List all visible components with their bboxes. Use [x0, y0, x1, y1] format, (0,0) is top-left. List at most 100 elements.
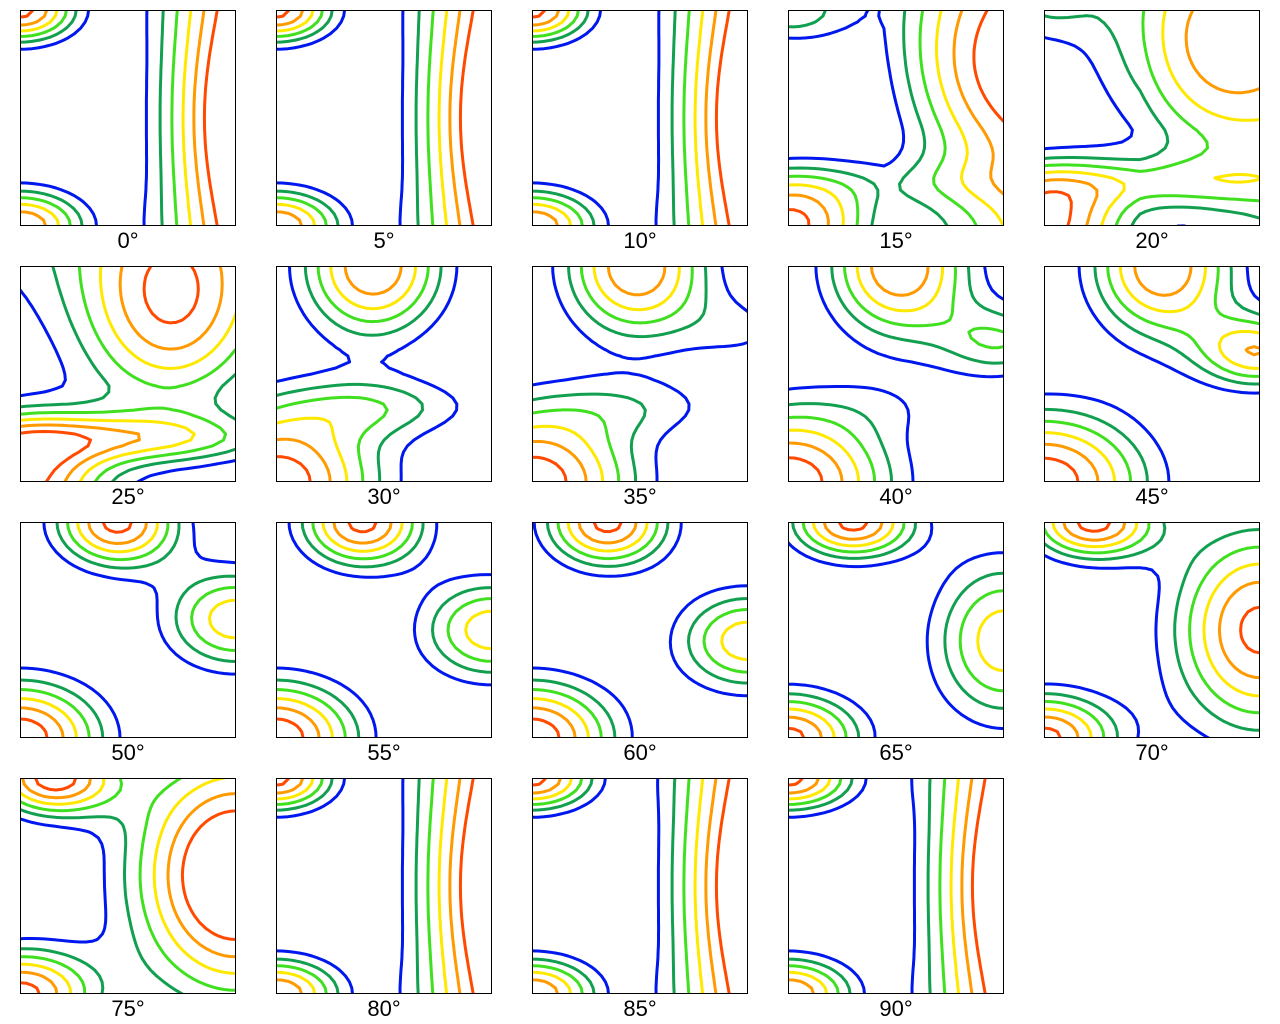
contour-line: [276, 10, 435, 226]
panel-angle-label: 65°: [879, 740, 913, 765]
contour-line: [276, 778, 462, 994]
contour-line: [276, 10, 421, 226]
contour-line: [1044, 266, 1260, 482]
contour-panel: 5°: [276, 10, 492, 253]
contour-panel: 85°: [532, 778, 748, 1021]
contour-line: [532, 522, 748, 738]
contour-line: [20, 522, 236, 738]
contour-panel: 65°: [788, 522, 1004, 765]
contour-line: [532, 778, 661, 994]
contour-line: [788, 456, 824, 482]
contour-line: [788, 522, 1004, 738]
contour-panel: 70°: [1044, 522, 1260, 765]
contour-line: [788, 522, 1004, 738]
panel-angle-label: 40°: [879, 484, 913, 509]
contour-line: [532, 10, 661, 226]
panel-frame: [788, 266, 1004, 482]
panel-angle-label: 30°: [367, 484, 401, 509]
contour-line: [788, 10, 1004, 226]
contour-plot: [788, 522, 1004, 738]
contour-line: [788, 266, 1004, 482]
panel-frame: [276, 266, 492, 482]
contour-line: [276, 266, 459, 482]
panel-frame: [20, 522, 236, 738]
contour-line: [788, 10, 1004, 226]
panel-angle-label: 90°: [879, 996, 913, 1021]
contour-line: [788, 778, 917, 994]
contour-line: [276, 266, 418, 482]
contour-line: [532, 778, 731, 994]
contour-panel: 15°: [788, 10, 1004, 253]
contour-panel: 0°: [20, 10, 236, 253]
contour-line: [1044, 522, 1260, 738]
contour-line: [788, 10, 906, 168]
panel-frame: [276, 522, 492, 738]
contour-line: [276, 522, 492, 738]
contour-line: [276, 778, 449, 994]
contour-line: [532, 266, 667, 482]
panel-frame: [788, 778, 1004, 994]
contour-plot: [1044, 266, 1260, 482]
contour-line: [788, 266, 1004, 482]
contour-line: [788, 522, 884, 738]
contour-panel: 20°: [1044, 10, 1260, 253]
contour-line: [276, 778, 421, 994]
contour-line: [532, 778, 718, 994]
panel-frame: [276, 10, 492, 226]
panel-frame: [20, 10, 236, 226]
contour-line: [1044, 553, 1211, 738]
contour-line: [788, 266, 930, 482]
contour-line: [532, 522, 748, 738]
panel-angle-label: 75°: [111, 996, 145, 1021]
contour-line: [276, 522, 393, 738]
panel-angle-label: 50°: [111, 740, 145, 765]
panel-frame: [532, 522, 748, 738]
contour-line: [20, 10, 165, 226]
panel-frame: [788, 522, 1004, 738]
contour-plot: [276, 10, 492, 226]
contour-line: [276, 10, 462, 226]
contour-line: [788, 778, 974, 994]
contour-line: [276, 455, 312, 482]
contour-line: [788, 778, 932, 994]
panel-frame: [532, 10, 748, 226]
contour-plot: [20, 522, 236, 738]
contour-line: [276, 778, 405, 994]
contour-line: [532, 778, 705, 994]
contour-plot: [276, 778, 492, 994]
panel-frame: [788, 10, 1004, 226]
contour-plot: [532, 522, 748, 738]
contour-line: [1044, 10, 1260, 226]
contour-panel: 75°: [20, 778, 236, 1021]
contour-line: [20, 10, 219, 226]
contour-line: [788, 522, 1004, 738]
contour-line: [20, 778, 236, 994]
contour-line: [1044, 456, 1080, 482]
contour-line: [1044, 266, 1260, 482]
contour-plot: [532, 10, 748, 226]
contour-line: [788, 778, 947, 994]
contour-line: [276, 266, 403, 482]
contour-line: [1044, 522, 1260, 738]
panel-angle-label: 15°: [879, 228, 913, 253]
contour-line: [788, 266, 1004, 482]
contour-line: [1044, 36, 1187, 226]
contour-plot: [20, 10, 236, 226]
panel-angle-label: 60°: [623, 740, 657, 765]
contour-line: [20, 10, 149, 226]
contour-line: [20, 266, 236, 482]
contour-panel: 90°: [788, 778, 1004, 1021]
contour-line: [20, 808, 184, 994]
panel-angle-label: 45°: [1135, 484, 1169, 509]
contour-plot: [532, 778, 748, 994]
contour-line: [20, 522, 148, 738]
contour-line: [788, 266, 944, 482]
contour-panel: 80°: [276, 778, 492, 1021]
panel-angle-label: 70°: [1135, 740, 1169, 765]
contour-line: [532, 522, 623, 738]
contour-line: [20, 522, 236, 738]
panel-angle-label: 20°: [1135, 228, 1169, 253]
contour-line: [532, 266, 748, 482]
contour-plot: [1044, 10, 1260, 226]
panel-frame: [1044, 522, 1260, 738]
